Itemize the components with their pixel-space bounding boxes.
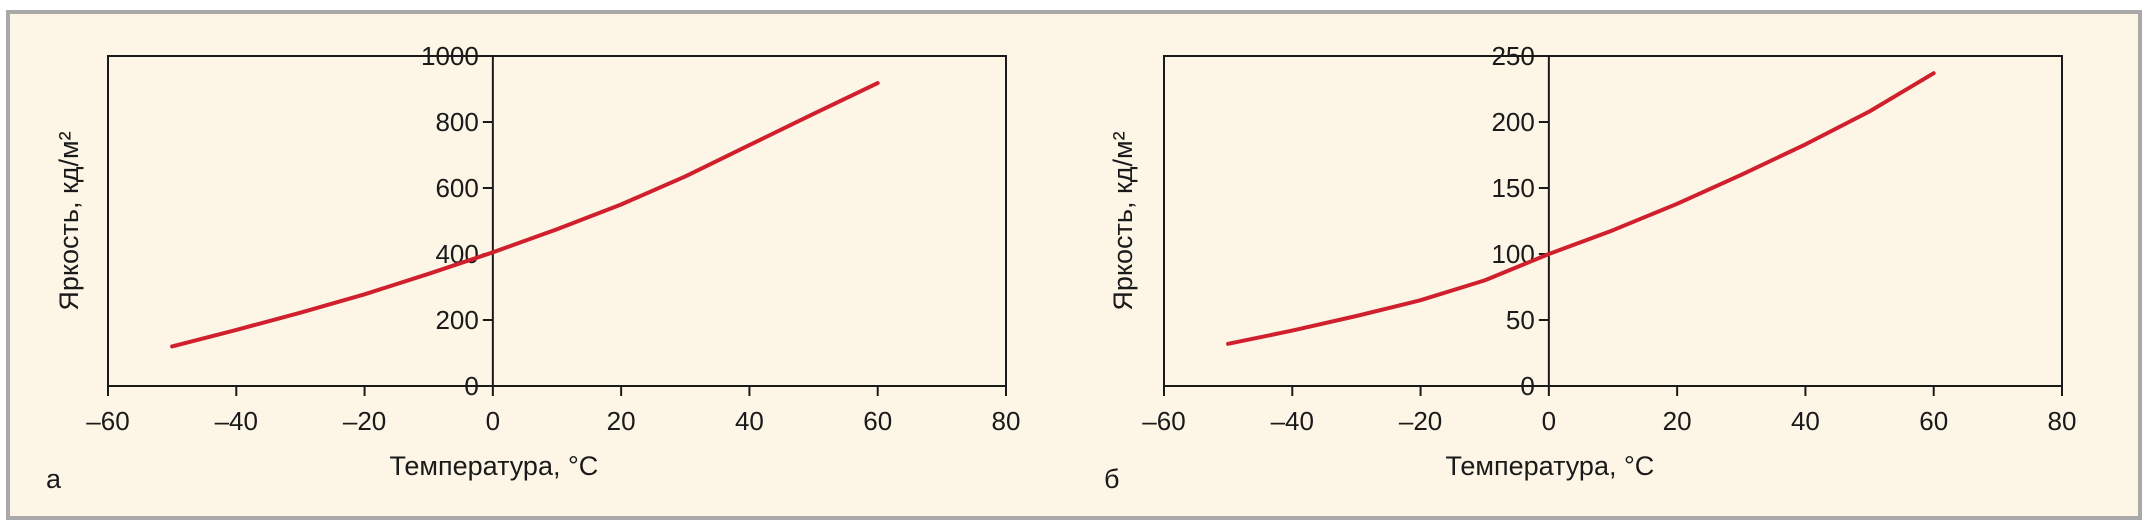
panel-label: а — [46, 464, 62, 494]
y-tick-label: 800 — [435, 107, 478, 137]
figure-frame — [6, 10, 2142, 520]
x-tick-label: 80 — [992, 406, 1021, 436]
y-tick-label: 250 — [1491, 41, 1534, 71]
x-tick-label: 40 — [1791, 406, 1820, 436]
y-tick-label: 50 — [1506, 305, 1535, 335]
y-tick-label: 150 — [1491, 173, 1534, 203]
x-tick-label: 60 — [863, 406, 892, 436]
x-tick-label: –60 — [1142, 406, 1185, 436]
x-tick-label: –40 — [215, 406, 258, 436]
x-tick-label: 40 — [735, 406, 764, 436]
x-tick-label: 80 — [2048, 406, 2077, 436]
x-tick-label: 20 — [607, 406, 636, 436]
series-line — [170, 81, 880, 349]
x-tick-label: 0 — [486, 406, 500, 436]
y-axis-label: Яркость, кд/м² — [1108, 131, 1138, 310]
y-tick-label: 200 — [1491, 107, 1534, 137]
x-tick-label: 60 — [1919, 406, 1948, 436]
x-tick-label: 0 — [1542, 406, 1556, 436]
plot-frame — [107, 55, 1007, 387]
x-tick-label: –60 — [86, 406, 129, 436]
y-tick-label: 200 — [435, 305, 478, 335]
x-tick-label: 20 — [1663, 406, 1692, 436]
y-tick-label: 0 — [464, 371, 478, 401]
plot-frame — [1163, 55, 2063, 387]
x-axis-label: Температура, °С — [389, 451, 598, 481]
x-axis-label: Температура, °С — [1445, 451, 1654, 481]
panel-label: б — [1104, 464, 1119, 494]
y-tick-label: 600 — [435, 173, 478, 203]
x-tick-label: –20 — [1399, 406, 1442, 436]
y-tick-label: 0 — [1520, 371, 1534, 401]
x-tick-label: –20 — [343, 406, 386, 436]
x-tick-label: –40 — [1271, 406, 1314, 436]
y-tick-label: 1000 — [421, 41, 479, 71]
y-axis-label: Яркость, кд/м² — [54, 131, 84, 310]
series-line — [1226, 71, 1936, 346]
